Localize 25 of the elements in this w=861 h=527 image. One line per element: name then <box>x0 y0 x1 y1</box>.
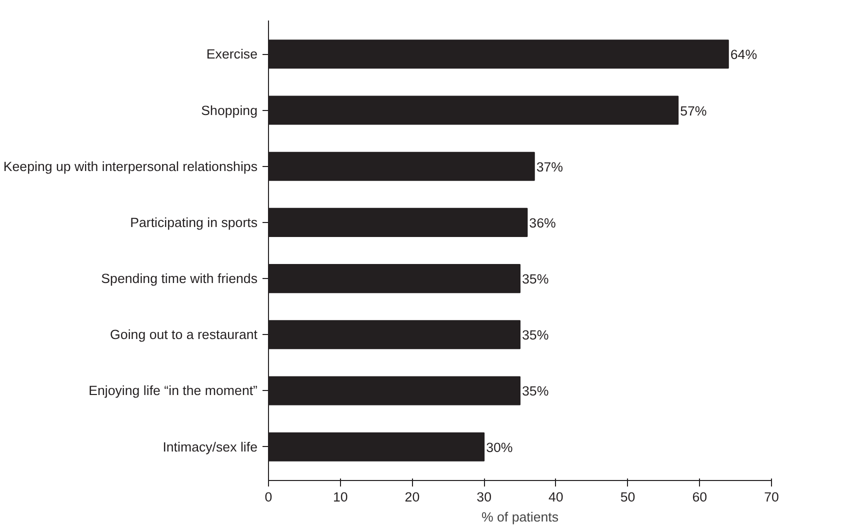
x-axis-title: % of patients <box>481 510 559 524</box>
data-label: 35% <box>522 272 549 287</box>
x-tick-label: 0 <box>264 490 272 504</box>
data-label: 37% <box>536 159 564 174</box>
x-tick-label: 40 <box>548 490 564 504</box>
data-label: 57% <box>680 103 707 118</box>
x-tick-label: 60 <box>692 490 708 504</box>
data-label: 30% <box>486 440 513 455</box>
y-tick-label: Shopping <box>201 102 258 118</box>
x-tick-label: 20 <box>404 490 420 504</box>
y-tick-label: Intimacy/sex life <box>162 439 258 454</box>
y-tick-label: Enjoying life “in the moment” <box>88 383 258 398</box>
data-label: 64% <box>730 47 758 62</box>
y-tick-label: Going out to a restaurant <box>110 327 258 342</box>
data-label: 36% <box>529 215 556 230</box>
y-tick-label: Exercise <box>206 46 258 62</box>
x-tick-label: 10 <box>332 490 348 504</box>
y-tick-label: Keeping up with interpersonal relationships <box>3 158 258 174</box>
x-tick-label: 70 <box>764 490 779 504</box>
x-tick-label: 50 <box>620 490 636 504</box>
x-tick-label: 30 <box>476 490 492 504</box>
data-label: 35% <box>522 384 549 399</box>
y-tick-label: Participating in sports <box>130 214 258 230</box>
y-tick-label: Spending time with friends <box>101 271 258 286</box>
data-label: 35% <box>522 328 549 343</box>
